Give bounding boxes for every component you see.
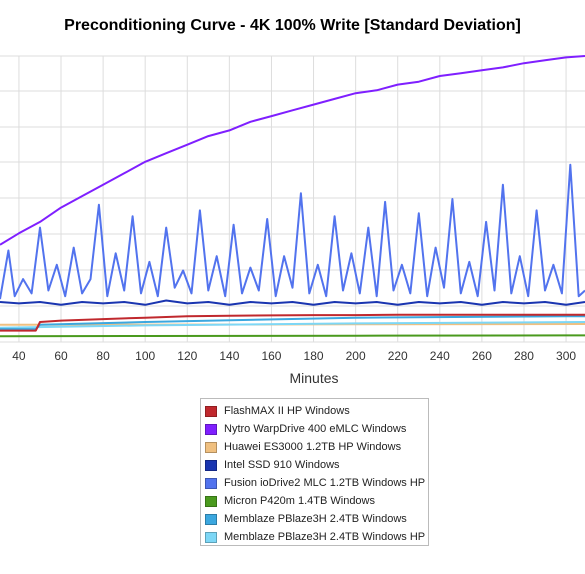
- x-axis-ticks: 40 60 80 100 120 140 160 180 200 220 240 260 280 300: [12, 349, 576, 363]
- legend-item[interactable]: Fusion ioDrive2 MLC 1.2TB Windows HP: [201, 474, 428, 492]
- legend-label: Micron P420m 1.4TB Windows: [224, 495, 375, 507]
- chart-title: Preconditioning Curve - 4K 100% Write [S…: [64, 17, 521, 34]
- legend-swatch: [205, 405, 217, 417]
- series-line-7: [0, 321, 585, 329]
- x-tick-label: 200: [346, 349, 366, 363]
- legend-swatch: [205, 513, 217, 525]
- x-tick-label: 280: [514, 349, 534, 363]
- x-tick-label: 180: [304, 349, 324, 363]
- series-line-1: [0, 55, 585, 246]
- x-tick-label: 160: [261, 349, 281, 363]
- x-tick-label: 140: [219, 349, 239, 363]
- legend-item[interactable]: Memblaze PBlaze3H 2.4TB Windows HP: [201, 528, 428, 546]
- legend-label: Fusion ioDrive2 MLC 1.2TB Windows HP: [224, 477, 426, 489]
- series-line-0: [0, 313, 585, 332]
- x-tick-label: 260: [472, 349, 492, 363]
- series-line-5: [0, 334, 585, 338]
- legend-label: Memblaze PBlaze3H 2.4TB Windows HP: [224, 531, 426, 543]
- legend-item[interactable]: FlashMAX II HP Windows: [201, 402, 428, 420]
- x-tick-label: 60: [54, 349, 68, 363]
- legend-swatch: [205, 495, 217, 507]
- x-axis-label: Minutes: [289, 370, 338, 386]
- x-tick-label: 120: [177, 349, 197, 363]
- series-line-3: [0, 299, 585, 306]
- x-tick-label: 40: [12, 349, 26, 363]
- legend-label: Intel SSD 910 Windows: [224, 459, 340, 471]
- x-tick-label: 220: [388, 349, 408, 363]
- legend-item[interactable]: Intel SSD 910 Windows: [201, 456, 428, 474]
- x-tick-label: 240: [430, 349, 450, 363]
- gridlines: [0, 55, 585, 343]
- legend-item[interactable]: Micron P420m 1.4TB Windows: [201, 492, 428, 510]
- legend-item[interactable]: Huawei ES3000 1.2TB HP Windows: [201, 438, 428, 456]
- legend-item[interactable]: Nytro WarpDrive 400 eMLC Windows: [201, 420, 428, 438]
- legend-swatch: [205, 441, 217, 453]
- legend-label: FlashMAX II HP Windows: [224, 405, 350, 417]
- series-lines: [0, 55, 585, 338]
- x-tick-label: 300: [556, 349, 576, 363]
- legend-swatch: [205, 531, 217, 543]
- legend-swatch: [205, 477, 217, 489]
- legend-swatch: [205, 459, 217, 471]
- legend-swatch: [205, 423, 217, 435]
- legend-label: Huawei ES3000 1.2TB HP Windows: [224, 441, 402, 453]
- legend: FlashMAX II HP Windows Nytro WarpDrive 40…: [200, 398, 429, 546]
- x-tick-label: 100: [135, 349, 155, 363]
- series-line-4: [0, 163, 585, 300]
- legend-item[interactable]: Memblaze PBlaze3H 2.4TB Windows: [201, 510, 428, 528]
- legend-label: Nytro WarpDrive 400 eMLC Windows: [224, 423, 407, 435]
- x-tick-label: 80: [96, 349, 110, 363]
- legend-label: Memblaze PBlaze3H 2.4TB Windows: [224, 513, 407, 525]
